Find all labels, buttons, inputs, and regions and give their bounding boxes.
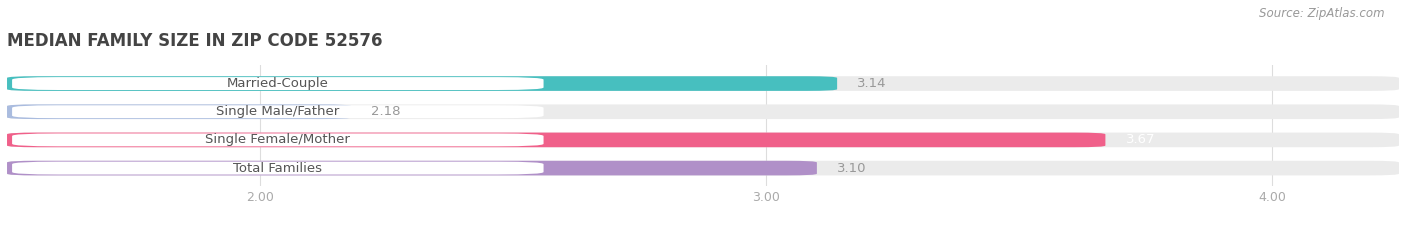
Text: 3.10: 3.10 — [837, 161, 866, 175]
FancyBboxPatch shape — [13, 77, 544, 90]
Text: Total Families: Total Families — [233, 161, 322, 175]
Text: Source: ZipAtlas.com: Source: ZipAtlas.com — [1260, 7, 1385, 20]
FancyBboxPatch shape — [7, 161, 817, 175]
FancyBboxPatch shape — [7, 76, 837, 91]
FancyBboxPatch shape — [7, 76, 1399, 91]
Text: 2.18: 2.18 — [371, 105, 401, 118]
FancyBboxPatch shape — [7, 133, 1105, 147]
FancyBboxPatch shape — [7, 161, 1399, 175]
FancyBboxPatch shape — [13, 134, 544, 146]
FancyBboxPatch shape — [7, 104, 351, 119]
FancyBboxPatch shape — [13, 105, 544, 118]
Text: Single Male/Father: Single Male/Father — [217, 105, 339, 118]
Text: 3.67: 3.67 — [1126, 134, 1156, 146]
FancyBboxPatch shape — [7, 133, 1399, 147]
Text: 3.14: 3.14 — [858, 77, 887, 90]
FancyBboxPatch shape — [13, 162, 544, 175]
Text: MEDIAN FAMILY SIZE IN ZIP CODE 52576: MEDIAN FAMILY SIZE IN ZIP CODE 52576 — [7, 32, 382, 50]
Text: Single Female/Mother: Single Female/Mother — [205, 134, 350, 146]
Text: Married-Couple: Married-Couple — [226, 77, 329, 90]
FancyBboxPatch shape — [7, 104, 1399, 119]
